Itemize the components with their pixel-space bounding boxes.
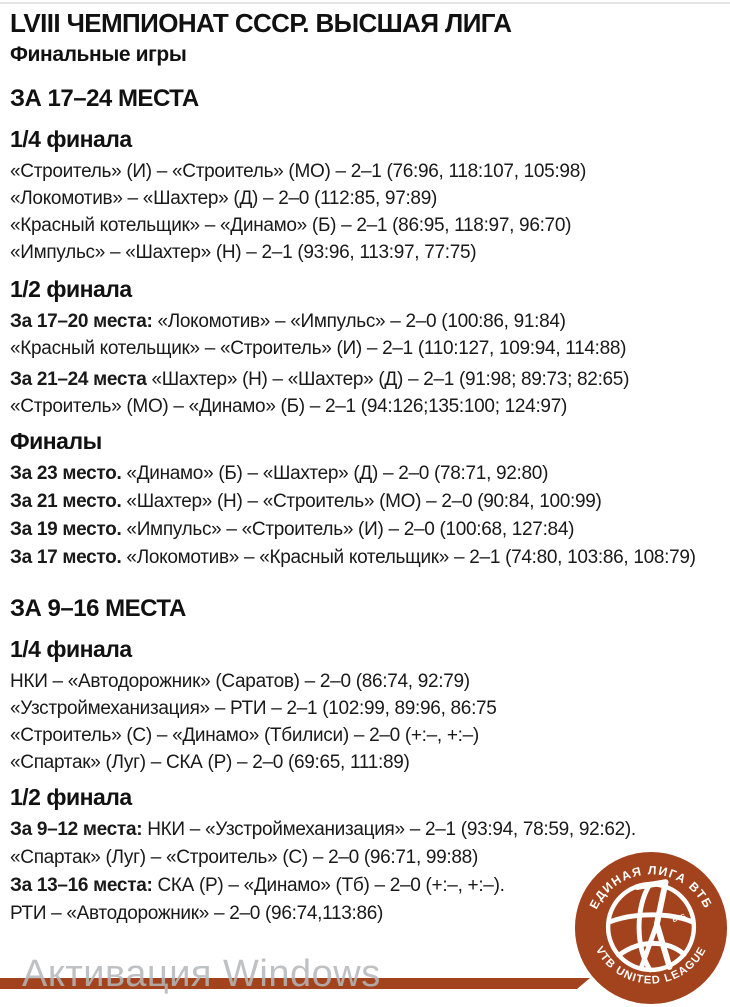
match-result-line: «Импульс» – «Шахтер» (Н) – 2–1 (93:96, 1… <box>10 239 720 266</box>
round-heading-semifinal: 1/2 финала <box>10 784 132 810</box>
page-top-divider <box>0 2 730 4</box>
page-title: LVIII ЧЕМПИОНАТ СССР. ВЫСШАЯ ЛИГА <box>10 8 512 38</box>
windows-activation-watermark: Активация Windows <box>22 953 381 995</box>
match-result-line: «Красный котельщик» – «Динамо» (Б) – 2–1… <box>10 212 720 239</box>
match-group-label: За 13–16 места: <box>10 875 153 896</box>
match-group-label: За 23 место. <box>10 463 122 484</box>
vtb-united-league-logo: ВТБ ЕДИНАЯ ЛИГА ВТБ VTB UNITED LEAGUE <box>573 850 729 1006</box>
match-result-text: «Локомотив» – «Красный котельщик» – 2–1 … <box>121 547 696 568</box>
logo-small-mark: ВТБ <box>672 913 687 924</box>
match-result-line: «Строитель» (И) – «Строитель» (МО) – 2–1… <box>10 158 720 185</box>
match-result-line: «Локомотив» – «Шахтер» (Д) – 2–0 (112:85… <box>10 185 720 212</box>
match-result-text: «Шахтер» (Н) – «Шахтер» (Д) – 2–1 (91:98… <box>146 369 630 390</box>
round-heading-quarterfinal: 1/4 финала <box>10 126 132 152</box>
match-result-line: НКИ – «Автодорожник» (Саратов) – 2–0 (86… <box>10 668 720 695</box>
round-results-block: «Строитель» (И) – «Строитель» (МО) – 2–1… <box>10 158 720 266</box>
match-result-line: За 23 место. «Динамо» (Б) – «Шахтер» (Д)… <box>10 460 720 488</box>
match-result-text: НКИ – «Автодорожник» (Саратов) – 2–0 (86… <box>10 671 470 692</box>
round-results-block: За 9–12 места: НКИ – «Узстроймеханизация… <box>10 816 720 928</box>
match-group-label: За 17–20 места: <box>10 311 153 332</box>
match-result-text: «Красный котельщик» – «Динамо» (Б) – 2–1… <box>10 215 572 236</box>
match-result-text: СКА (Р) – «Динамо» (Тб) – 2–0 (+:–, +:–)… <box>152 875 505 896</box>
match-result-line: За 9–12 места: НКИ – «Узстроймеханизация… <box>10 816 720 844</box>
round-heading-semifinal: 1/2 финала <box>10 276 132 302</box>
match-group-label: За 17 место. <box>10 547 122 568</box>
match-result-text: «Строитель» (И) – «Строитель» (МО) – 2–1… <box>10 161 586 182</box>
match-result-line: За 19 место. «Импульс» – «Строитель» (И)… <box>10 516 720 544</box>
basketball-league-logo-icon: ВТБ ЕДИНАЯ ЛИГА ВТБ VTB UNITED LEAGUE <box>574 851 728 1005</box>
match-result-text: РТИ – «Автодорожник» – 2–0 (96:74,113:86… <box>10 903 384 924</box>
match-result-text: «Спартак» (Луг) – «Строитель» (С) – 2–0 … <box>10 847 478 868</box>
match-group-label: За 21 место. <box>10 491 122 512</box>
page-subtitle: Финальные игры <box>10 43 187 66</box>
match-result-text: «Локомотив» – «Шахтер» (Д) – 2–0 (112:85… <box>10 188 437 209</box>
round-heading-quarterfinal: 1/4 финала <box>10 636 132 662</box>
section-heading-places-9-16: ЗА 9–16 МЕСТА <box>10 595 186 622</box>
match-result-text: «Строитель» (МО) – «Динамо» (Б) – 2–1 (9… <box>10 396 567 417</box>
round-results-block: За 23 место. «Динамо» (Б) – «Шахтер» (Д)… <box>10 460 720 572</box>
match-group-label: За 19 место. <box>10 519 122 540</box>
match-result-line: За 17–20 места: «Локомотив» – «Импульс» … <box>10 308 720 335</box>
match-group-label: За 9–12 места: <box>10 819 143 840</box>
match-result-line: «Красный котельщик» – «Строитель» (И) – … <box>10 335 720 362</box>
accent-ribbon <box>0 978 590 989</box>
match-result-text: «Узстроймеханизация» – РТИ – 2–1 (102:99… <box>10 698 497 719</box>
match-result-line: За 21 место. «Шахтер» (Н) – «Строитель» … <box>10 488 720 516</box>
match-result-line: За 17 место. «Локомотив» – «Красный коте… <box>10 544 720 572</box>
match-result-line: «Строитель» (МО) – «Динамо» (Б) – 2–1 (9… <box>10 393 720 420</box>
match-result-text: «Шахтер» (Н) – «Строитель» (МО) – 2–0 (9… <box>121 491 602 512</box>
match-result-text: «Импульс» – «Строитель» (И) – 2–0 (100:6… <box>121 519 575 540</box>
match-result-line: «Строитель» (С) – «Динамо» (Тбилиси) – 2… <box>10 722 720 749</box>
match-result-text: «Красный котельщик» – «Строитель» (И) – … <box>10 338 627 359</box>
match-group-label: За 21–24 места <box>10 369 147 390</box>
match-result-line: «Спартак» (Луг) – СКА (Р) – 2–0 (69:65, … <box>10 749 720 776</box>
match-result-text: «Спартак» (Луг) – СКА (Р) – 2–0 (69:65, … <box>10 752 410 773</box>
section-heading-places-17-24: ЗА 17–24 МЕСТА <box>10 85 199 112</box>
match-result-text: «Строитель» (С) – «Динамо» (Тбилиси) – 2… <box>10 725 479 746</box>
match-result-text: «Импульс» – «Шахтер» (Н) – 2–1 (93:96, 1… <box>10 242 477 263</box>
match-result-text: «Локомотив» – «Импульс» – 2–0 (100:86, 9… <box>152 311 566 332</box>
round-heading-finals: Финалы <box>10 428 102 454</box>
round-results-block: За 17–20 места: «Локомотив» – «Импульс» … <box>10 308 720 420</box>
results-document: LVIII ЧЕМПИОНАТ СССР. ВЫСШАЯ ЛИГА Финаль… <box>10 8 720 928</box>
match-result-text: НКИ – «Узстроймеханизация» – 2–1 (93:94,… <box>142 819 636 840</box>
match-result-line: «Узстроймеханизация» – РТИ – 2–1 (102:99… <box>10 695 720 722</box>
match-result-line: РТИ – «Автодорожник» – 2–0 (96:74,113:86… <box>10 900 720 928</box>
match-result-line: За 21–24 места «Шахтер» (Н) – «Шахтер» (… <box>10 366 720 393</box>
match-result-line: За 13–16 места: СКА (Р) – «Динамо» (Тб) … <box>10 872 720 900</box>
match-result-line: «Спартак» (Луг) – «Строитель» (С) – 2–0 … <box>10 844 720 872</box>
match-result-text: «Динамо» (Б) – «Шахтер» (Д) – 2–0 (78:71… <box>121 463 549 484</box>
round-results-block: НКИ – «Автодорожник» (Саратов) – 2–0 (86… <box>10 668 720 776</box>
